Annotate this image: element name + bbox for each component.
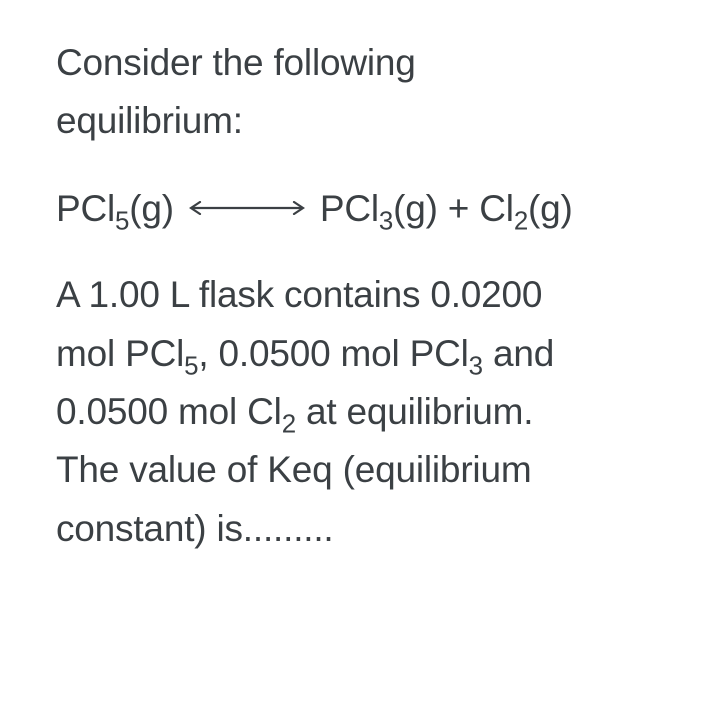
eq-rhs1-phase-plus: (g) + Cl xyxy=(393,188,514,229)
body-sub-2: 2 xyxy=(282,410,296,438)
intro-line-2: equilibrium: xyxy=(56,100,243,141)
eq-rhs2-sub: 2 xyxy=(514,207,528,235)
question-page: Consider the following equilibrium: PCl5… xyxy=(0,0,719,598)
eq-rhs1-species: PCl xyxy=(320,188,379,229)
equation-line: PCl5(g)PCl3(g) + Cl2(g) xyxy=(56,179,669,238)
intro-line-1: Consider the following xyxy=(56,42,416,83)
body-sub-3: 3 xyxy=(469,352,483,380)
body-line-2b: , 0.0500 mol PCl xyxy=(198,333,468,374)
body-line-1: A 1.00 L flask contains 0.0200 xyxy=(56,274,542,315)
body-line-5: constant) is......... xyxy=(56,508,334,549)
equilibrium-arrow-icon xyxy=(188,201,306,215)
eq-rhs1-sub: 3 xyxy=(379,207,393,235)
body-line-2a: mol PCl xyxy=(56,333,184,374)
eq-lhs-species: PCl xyxy=(56,188,115,229)
body-line-3b: at equilibrium. xyxy=(296,391,533,432)
eq-rhs2-phase: (g) xyxy=(528,188,573,229)
body-line-4: The value of Keq (equilibrium xyxy=(56,449,531,490)
eq-lhs-sub: 5 xyxy=(115,207,129,235)
body-paragraph: A 1.00 L flask contains 0.0200 mol PCl5,… xyxy=(56,266,669,558)
intro-paragraph: Consider the following equilibrium: xyxy=(56,34,669,151)
body-sub-5: 5 xyxy=(184,352,198,380)
eq-lhs-phase: (g) xyxy=(129,188,174,229)
body-line-3a: 0.0500 mol Cl xyxy=(56,391,282,432)
body-line-2c: and xyxy=(483,333,554,374)
